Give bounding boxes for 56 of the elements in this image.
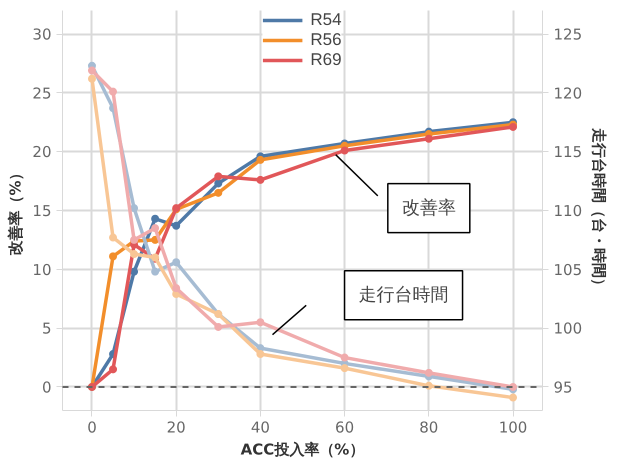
annotation: 改善率 (402, 198, 456, 219)
point (109, 234, 118, 242)
x-tick-label: 0 (87, 418, 97, 436)
y2-tick-label: 105 (554, 260, 582, 279)
point (256, 350, 264, 358)
legend-label: R54 (310, 10, 342, 30)
point (130, 268, 138, 276)
y2-tick-label: 110 (554, 202, 582, 220)
y-tick-label: 20 (32, 143, 52, 162)
point (88, 66, 96, 74)
point (172, 258, 180, 266)
x-tick-label: 60 (335, 418, 354, 436)
y2-axis-title: 走行台時間（台・時間） (590, 127, 608, 293)
point (340, 364, 349, 372)
point (424, 368, 433, 377)
y2-tick-label: 125 (554, 26, 582, 44)
y-tick-label: 25 (32, 84, 52, 102)
y2-tick-label: 100 (554, 320, 582, 338)
point (109, 365, 118, 374)
point (214, 179, 222, 188)
point (172, 284, 180, 292)
point (88, 74, 96, 83)
point (130, 250, 138, 258)
point (214, 322, 222, 331)
point (172, 222, 180, 230)
y2-tick-label: 115 (554, 143, 582, 162)
x-tick-label: 40 (250, 418, 270, 436)
point (214, 188, 222, 197)
annotation: 走行台時間 (358, 284, 449, 306)
point (256, 176, 264, 184)
point (340, 146, 349, 154)
x-axis-title: ACC投入率（%） (240, 440, 364, 458)
legend-label: R69 (310, 50, 342, 70)
point (509, 394, 518, 402)
point (340, 354, 349, 362)
y2-tick-label: 95 (554, 378, 573, 396)
y-tick-label: 5 (42, 320, 52, 338)
point (151, 214, 160, 223)
point (109, 88, 118, 96)
x-tick-label: 80 (419, 418, 438, 436)
legend-label: R56 (310, 30, 342, 50)
x-tick-label: 20 (166, 418, 186, 436)
point (151, 224, 160, 232)
y-tick-label: 0 (42, 378, 52, 396)
point (256, 156, 264, 164)
y-tick-label: 30 (32, 26, 52, 44)
point (424, 134, 433, 143)
y-tick-label: 15 (32, 202, 52, 220)
y-tick-label: 10 (32, 260, 52, 279)
point (109, 252, 118, 260)
point (214, 172, 222, 180)
point (256, 318, 264, 326)
y2-tick-label: 120 (554, 84, 582, 102)
y-axis-title: 改善率（%） (6, 165, 24, 256)
point (151, 268, 160, 276)
x-tick-label: 100 (498, 418, 528, 436)
